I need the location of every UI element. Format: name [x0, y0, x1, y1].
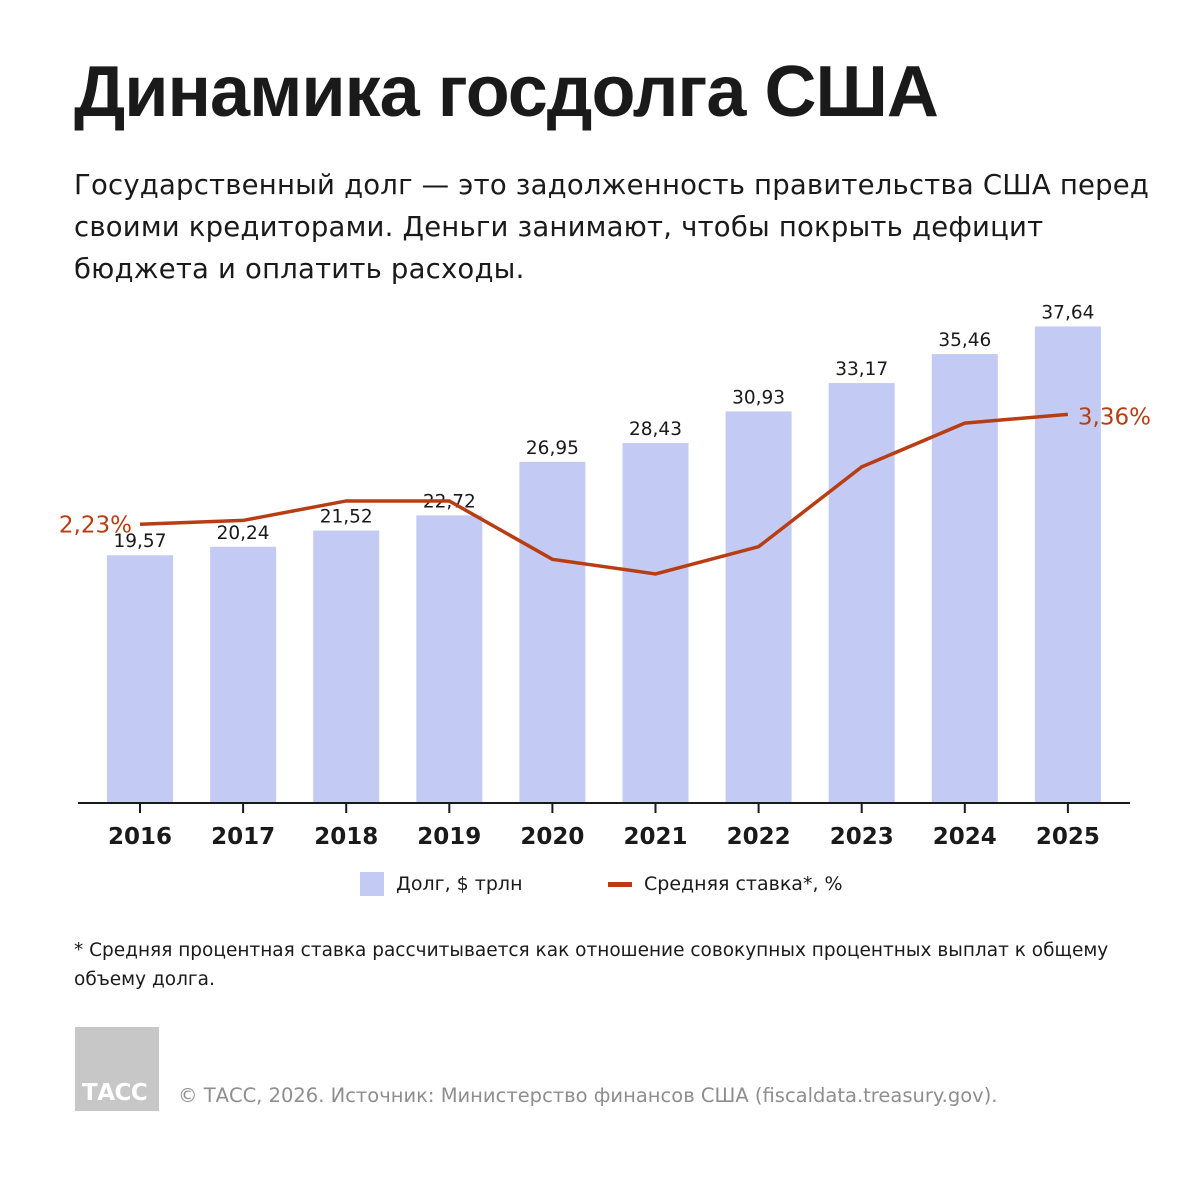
source-credit: © ТАСС, 2026. Источник: Министерство фин…	[178, 1084, 998, 1107]
legend-item-debt: Долг, $ трлн	[360, 872, 523, 896]
tass-logo: ТАСС	[75, 1027, 159, 1111]
bar-label-2021: 28,43	[629, 419, 682, 440]
bar-label-2023: 33,17	[835, 359, 888, 380]
bar-2021	[622, 443, 689, 803]
bar-label-2018: 21,52	[320, 507, 373, 528]
legend-label-rate: Средняя ставка*, %	[644, 873, 843, 895]
bar-2017	[210, 546, 277, 803]
legend-swatch-debt	[360, 872, 384, 896]
x-tick-label-2017: 2017	[211, 824, 275, 850]
chart: 19,57 20,2421,5222,7226,9528,4330,9333,17…	[59, 302, 1151, 850]
legend-swatch-rate	[608, 881, 632, 887]
x-tick-label-2018: 2018	[314, 824, 378, 850]
bar-label-2024: 35,46	[938, 330, 991, 351]
x-tick-label-2024: 2024	[933, 824, 997, 850]
legend-item-rate: Средняя ставка*, %	[608, 872, 843, 896]
chart-title: Динамика госдолга США	[74, 52, 939, 132]
x-tick-label-2020: 2020	[520, 824, 584, 850]
rate-label-2016: 2,23%	[59, 512, 132, 538]
x-tick-label-2022: 2022	[727, 824, 791, 850]
x-tick-label-2021: 2021	[623, 824, 687, 850]
tass-logo-text: ТАСС	[82, 1080, 148, 1106]
bar-2024	[931, 354, 998, 803]
bar-label-2016: 19,57	[114, 531, 167, 552]
bar-2020	[519, 461, 586, 803]
footnote: * Средняя процентная ставка рассчитывает…	[74, 940, 1109, 990]
bar-2023	[828, 383, 895, 803]
bar-2016	[107, 555, 173, 803]
bar-label-2017: 20,24	[217, 523, 270, 544]
x-tick-label-2019: 2019	[417, 824, 481, 850]
x-tick-label-2023: 2023	[830, 824, 894, 850]
bar-label-2025: 37,64	[1041, 302, 1094, 323]
bar-label-2022: 30,93	[732, 387, 785, 408]
bar-2018	[313, 530, 380, 803]
chart-subtitle: Государственный долг — это задолженность…	[74, 169, 1150, 285]
x-tick-label-2016: 2016	[108, 824, 172, 850]
bar-2019	[416, 515, 483, 803]
rate-line	[139, 412, 1069, 576]
bar-label-2020: 26,95	[526, 438, 579, 459]
legend-label-debt: Долг, $ трлн	[396, 873, 523, 895]
bar-2025	[1034, 326, 1101, 803]
rate-label-2025: 3,36%	[1078, 404, 1151, 430]
x-tick-label-2025: 2025	[1036, 824, 1100, 850]
bar-2022	[725, 411, 792, 803]
